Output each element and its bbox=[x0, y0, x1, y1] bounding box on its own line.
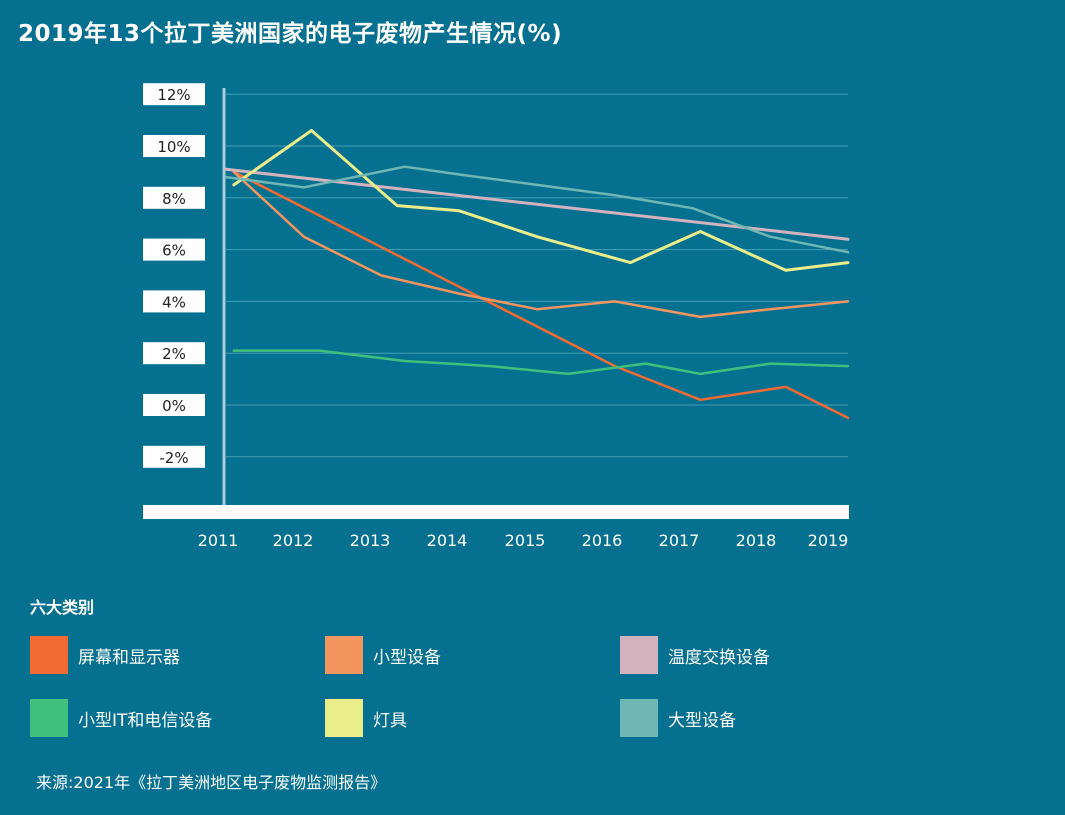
x-tick-label: 2016 bbox=[582, 531, 623, 550]
y-tick-box bbox=[143, 83, 205, 106]
y-tick-label: 6% bbox=[162, 242, 186, 260]
y-tick-label: 10% bbox=[157, 138, 190, 156]
series-line-6 bbox=[224, 165, 850, 254]
legend-swatch bbox=[30, 699, 68, 737]
source-note: 来源:2021年《拉丁美洲地区电子废物监测报告》 bbox=[36, 773, 387, 792]
legend-item: 屏幕和显示器 bbox=[30, 636, 180, 674]
y-tick-label: 0% bbox=[162, 397, 186, 415]
series-line-2 bbox=[232, 170, 850, 319]
y-tick-label: -2% bbox=[159, 449, 188, 467]
series-line-1 bbox=[232, 170, 850, 420]
y-axis-ticks: 12% 10% 8% 6% 4% 2% 0% -2% bbox=[143, 83, 205, 468]
legend-swatch bbox=[325, 636, 363, 674]
x-tick-label: 2014 bbox=[427, 531, 468, 550]
legend-label: 屏幕和显示器 bbox=[78, 647, 180, 668]
legend-label: 灯具 bbox=[373, 710, 407, 731]
y-tick-box bbox=[143, 445, 205, 468]
data-series bbox=[224, 129, 850, 420]
legend-item: 小型设备 bbox=[325, 636, 441, 674]
x-axis-ticks: 2011 2012 2013 2014 2015 2016 2017 2018 2019 bbox=[198, 531, 849, 550]
legend-item: 大型设备 bbox=[620, 699, 736, 737]
y-tick-box bbox=[143, 135, 205, 157]
legend-label: 小型设备 bbox=[373, 647, 441, 668]
y-tick-box bbox=[143, 342, 205, 365]
x-axis-bar bbox=[143, 505, 849, 519]
legend-label: 小型IT和电信设备 bbox=[78, 710, 213, 731]
grid-lines bbox=[226, 93, 848, 458]
legend-swatch bbox=[620, 636, 658, 674]
x-tick-label: 2018 bbox=[736, 531, 777, 550]
x-tick-label: 2015 bbox=[505, 531, 546, 550]
legend-item: 温度交换设备 bbox=[620, 636, 770, 674]
series-line-5 bbox=[232, 129, 850, 272]
y-tick-label: 2% bbox=[162, 345, 186, 363]
series-line-4 bbox=[232, 349, 850, 376]
legend-swatch bbox=[325, 699, 363, 737]
y-tick-box bbox=[143, 290, 205, 313]
legend-label: 温度交换设备 bbox=[668, 647, 770, 668]
legend-swatch bbox=[620, 699, 658, 737]
y-tick-label: 8% bbox=[162, 190, 186, 208]
legend-swatch bbox=[30, 636, 68, 674]
legend-title: 六大类别 bbox=[30, 598, 95, 617]
x-tick-label: 2017 bbox=[659, 531, 700, 550]
y-tick-box bbox=[143, 394, 205, 416]
y-tick-box bbox=[143, 186, 205, 209]
chart-title: 2019年13个拉丁美洲国家的电子废物产生情况(%) bbox=[18, 21, 563, 47]
series-line-3 bbox=[224, 167, 850, 241]
axes bbox=[143, 88, 849, 519]
y-tick-label: 12% bbox=[157, 86, 190, 104]
x-tick-label: 2012 bbox=[273, 531, 314, 550]
legend-item: 小型IT和电信设备 bbox=[30, 699, 212, 737]
x-tick-label: 2011 bbox=[198, 531, 239, 550]
y-tick-label: 4% bbox=[162, 293, 186, 311]
x-tick-label: 2013 bbox=[350, 531, 391, 550]
line-chart: 12% 10% 8% 6% 4% 2% 0% -2% 2011 2012 2013 2014 2015… bbox=[143, 83, 850, 550]
legend-label: 大型设备 bbox=[668, 710, 736, 731]
legend-item: 灯具 bbox=[325, 699, 407, 737]
y-tick-box bbox=[143, 238, 205, 261]
x-tick-label: 2019 bbox=[808, 531, 849, 550]
